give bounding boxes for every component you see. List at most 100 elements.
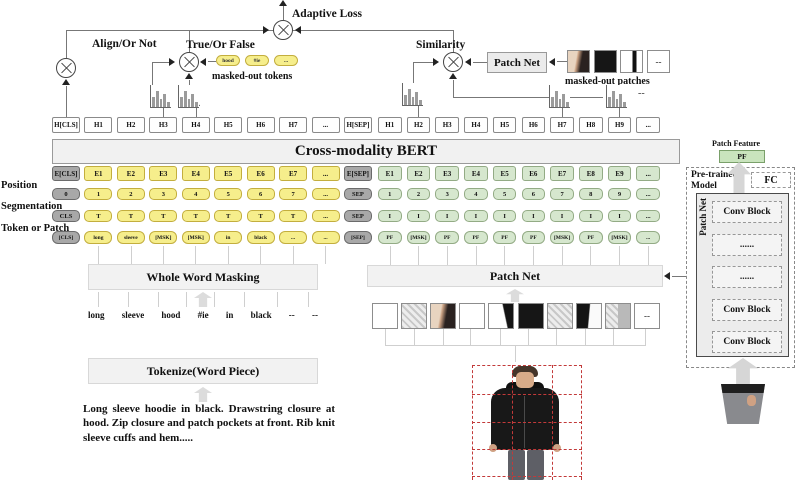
whole-word-masking-title: Whole Word Masking: [146, 269, 260, 284]
position-text-row: 0 1 2 3 4 5 6 7... SEP: [52, 188, 372, 200]
matrix-cell: H2: [406, 117, 431, 133]
similarity-multiply-node: [443, 52, 463, 72]
matrix-cell: E8: [579, 166, 603, 181]
matrix-cell: ...: [311, 166, 340, 181]
matrix-cell: PF: [579, 231, 603, 244]
conv-block: ......: [712, 233, 782, 256]
matrix-cell: E3: [435, 166, 459, 181]
matrix-cell: T: [279, 210, 308, 222]
garment-description-text: Long sleeve hoodie in black. Drawstring …: [83, 403, 335, 444]
similarity-label: Similarity: [416, 39, 466, 51]
arrowhead-icon: [295, 26, 301, 34]
matrix-cell: CLS: [52, 210, 80, 222]
patch-cell: [488, 303, 515, 329]
red-grid-line: [472, 422, 582, 423]
matrix-cell: H2: [116, 117, 145, 133]
masked-out-patches-row: --: [567, 50, 670, 73]
matrix-cell: T: [84, 210, 113, 222]
arrowhead-icon: [263, 26, 269, 34]
conv-block: Conv Block: [712, 201, 782, 223]
adaptive-loss-label: Adaptive Loss: [292, 8, 362, 20]
token-image-row: PF [MSK] PF PF PF PF [MSK] PF [MSK]...: [378, 231, 660, 244]
fc-box: FC: [751, 172, 791, 188]
tokenize-box: Tokenize(Word Piece): [88, 358, 318, 384]
red-grid-line: [472, 394, 582, 395]
embedding-image-row: E1 E2 E3 E4 E5 E6 E7 E8 E9...: [378, 166, 660, 181]
patch-cell: [459, 303, 486, 329]
patch-cell: [604, 303, 631, 329]
matrix-cell: E5: [492, 166, 517, 181]
matrix-cell: long: [84, 231, 113, 244]
histogram-icon: [549, 85, 570, 108]
matrix-cell: E3: [149, 166, 178, 181]
matrix-cell: E2: [406, 166, 431, 181]
arrowhead-icon: [664, 272, 670, 280]
patch-net-top-label: Patch Net: [493, 56, 541, 69]
block-arrow-up-icon: [194, 387, 212, 402]
matrix-cell: 1: [84, 188, 113, 200]
pf-box: PF: [719, 150, 765, 163]
matrix-cell: [MSK]: [607, 231, 632, 244]
word-token: --: [311, 309, 318, 320]
person-image: [460, 362, 600, 480]
matrix-cell: E5: [214, 166, 243, 181]
matrix-cell: E1: [84, 166, 113, 181]
matrix-cell: E7: [550, 166, 574, 181]
histogram-icon: [606, 85, 627, 108]
token-or-patch-row-label: Token or Patch: [1, 223, 70, 234]
hair-shape: [512, 366, 538, 377]
matrix-cell: H8: [579, 117, 603, 133]
matrix-cell: 5: [492, 188, 517, 200]
matrix-cell: ...: [636, 231, 660, 244]
hand-shape: [553, 444, 561, 452]
conv-block: ......: [712, 266, 782, 288]
matrix-cell: H[CLS]: [52, 117, 80, 133]
jeans-right-leg: [527, 450, 544, 480]
matrix-cell: E6: [246, 166, 275, 181]
matrix-cell: PF: [464, 231, 488, 244]
hoodie-shape: [491, 388, 559, 450]
matrix-cell: ...: [636, 166, 660, 181]
word-token: sleeve: [121, 309, 145, 320]
matrix-cell: E[CLS]: [52, 166, 80, 181]
matrix-cell: ...: [636, 117, 660, 133]
patch-net-mid-title: Patch Net: [489, 268, 541, 283]
masked-out-tokens-row: hood #ie...: [216, 55, 298, 66]
patch-cell: [517, 303, 544, 329]
matrix-cell: ...: [311, 231, 340, 244]
matrix-cell: E2: [116, 166, 145, 181]
arrowhead-icon: [433, 58, 439, 66]
cross-modality-bert-box: Cross-modality BERT: [52, 139, 680, 164]
matrix-cell: H6: [521, 117, 546, 133]
matrix-cell: ...: [311, 188, 340, 200]
histogram-icon: [402, 83, 423, 106]
matrix-cell: I: [464, 210, 488, 222]
align-multiply-node: [56, 58, 76, 78]
matrix-cell: E7: [279, 166, 308, 181]
adaptive-loss-multiply-node: [273, 20, 293, 40]
segmentation-text-row: CLS T T T T T T T... SEP: [52, 210, 372, 222]
word-token: --: [288, 309, 295, 320]
matrix-cell: ...: [636, 210, 660, 222]
arrowhead-icon: [169, 58, 175, 66]
matrix-cell: H[SEP]: [343, 117, 372, 133]
matrix-cell: sleeve: [116, 231, 145, 244]
pretrained-model-label: Pre-trained Model: [691, 170, 738, 191]
matrix-cell: [MSK]: [149, 231, 178, 244]
position-row-label: Position: [1, 180, 38, 191]
patch-cell: hood: [216, 55, 240, 66]
matrix-cell: I: [550, 210, 574, 222]
matrix-cell: 1: [378, 188, 402, 200]
matrix-cell: I: [579, 210, 603, 222]
matrix-cell: 3: [149, 188, 178, 200]
matrix-cell: H5: [492, 117, 517, 133]
word-token: long: [88, 309, 105, 320]
truefalse-multiply-node: [179, 52, 199, 72]
matrix-cell: black: [246, 231, 275, 244]
word-token: hood: [161, 309, 181, 320]
matrix-cell: E1: [378, 166, 402, 181]
align-or-not-label: Align/Or Not: [92, 38, 157, 50]
conv-block: Conv Block: [712, 298, 782, 321]
matrix-cell: T: [149, 210, 178, 222]
